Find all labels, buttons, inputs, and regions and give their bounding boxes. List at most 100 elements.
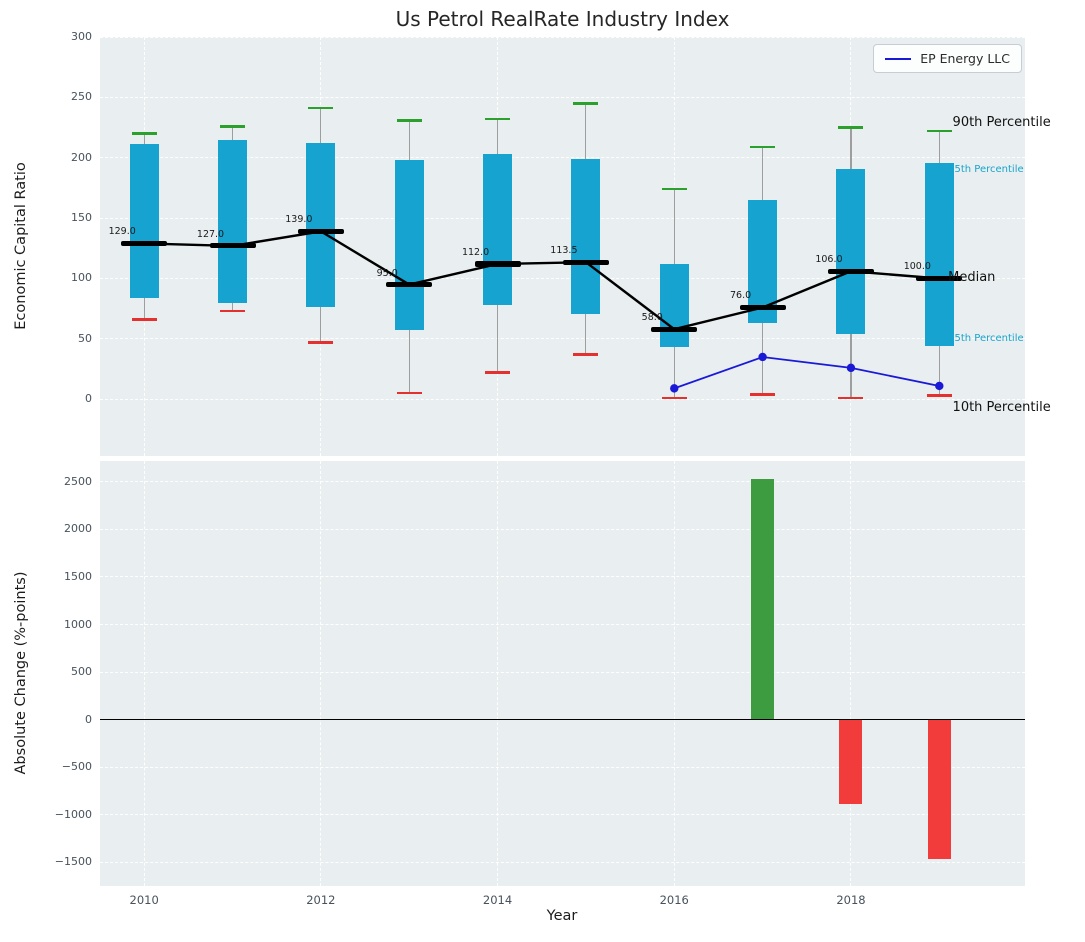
box-iqr	[571, 158, 601, 314]
median-value-label: 139.0	[285, 214, 313, 226]
y-tick-label: −1500	[54, 855, 92, 869]
median-tick	[386, 281, 433, 288]
y-tick-label: −1000	[54, 807, 92, 821]
chart-title: Us Petrol RealRate Industry Index	[395, 7, 730, 31]
gridline	[100, 624, 1025, 626]
gridline	[100, 671, 1025, 673]
cap-90th-percentile	[485, 117, 511, 121]
bottom-plot-area	[100, 461, 1025, 886]
top-y-axis-label: Economic Capital Ratio	[13, 162, 29, 330]
median-tick	[739, 304, 786, 311]
gridline	[143, 461, 145, 886]
annotation-median: Median	[948, 270, 996, 286]
gridline	[100, 217, 1025, 219]
gridline	[673, 461, 675, 886]
legend: EP Energy LLC	[873, 44, 1022, 73]
median-value-label: 76.0	[730, 290, 752, 302]
annotation-90th-percentile: 90th Percentile	[952, 114, 1051, 130]
y-tick-label: 100	[71, 271, 92, 285]
median-tick	[562, 259, 609, 265]
cap-10th-percentile	[661, 396, 687, 400]
x-tick-label: 2016	[659, 893, 689, 907]
cap-90th-percentile	[838, 126, 864, 129]
cap-10th-percentile	[573, 353, 599, 356]
box-iqr	[836, 168, 866, 335]
x-tick-label: 2010	[129, 893, 159, 907]
change-bar-negative	[927, 719, 951, 860]
x-axis-label: Year	[546, 908, 578, 924]
legend-label: EP Energy LLC	[920, 51, 1010, 66]
box-iqr	[218, 139, 248, 303]
cap-10th-percentile	[396, 391, 422, 395]
median-value-label: 127.0	[196, 228, 225, 240]
median-value-label: 129.0	[108, 226, 136, 238]
cap-10th-percentile	[838, 396, 864, 400]
cap-90th-percentile	[573, 102, 599, 105]
y-tick-label: 2000	[64, 522, 92, 536]
gridline	[100, 528, 1025, 530]
gridline	[100, 398, 1025, 400]
median-tick	[827, 268, 874, 274]
gridline	[100, 861, 1025, 863]
cap-90th-percentile	[220, 125, 246, 128]
median-value-label: 58.0	[641, 312, 663, 324]
x-tick-label: 2014	[482, 893, 513, 907]
y-tick-label: −500	[61, 760, 92, 774]
change-bar-negative	[839, 719, 863, 805]
y-tick-label: 500	[71, 665, 92, 679]
x-tick-label: 2018	[836, 893, 866, 907]
cap-90th-percentile	[750, 145, 776, 149]
median-tick	[209, 243, 256, 249]
median-tick	[916, 275, 963, 282]
y-tick-label: 150	[71, 211, 92, 225]
median-value-label: 100.0	[903, 261, 931, 273]
gridline	[100, 36, 1025, 38]
cap-10th-percentile	[750, 393, 776, 396]
median-tick	[474, 261, 521, 267]
legend-line-sample-icon	[885, 57, 912, 60]
gridline	[100, 157, 1025, 159]
box-iqr	[924, 162, 954, 347]
y-tick-label: 2500	[64, 474, 92, 488]
gridline	[100, 481, 1025, 483]
cap-10th-percentile	[485, 371, 511, 374]
gridline	[100, 766, 1025, 768]
cap-10th-percentile	[926, 394, 952, 397]
box-iqr	[394, 160, 424, 331]
y-tick-label: 1000	[64, 617, 92, 631]
gridline	[100, 576, 1025, 578]
y-tick-label: 0	[85, 392, 92, 406]
y-tick-label: 250	[71, 90, 92, 104]
gridline	[100, 96, 1025, 98]
gridline	[100, 814, 1025, 816]
box-iqr	[129, 144, 159, 298]
y-tick-label: 50	[78, 331, 92, 345]
x-tick-label: 2012	[306, 893, 336, 907]
box-iqr	[659, 264, 689, 348]
cap-10th-percentile	[131, 318, 157, 321]
cap-90th-percentile	[308, 106, 334, 110]
y-tick-label: 300	[71, 30, 92, 43]
cap-10th-percentile	[308, 341, 334, 344]
gridline	[850, 461, 852, 886]
gridline	[497, 461, 499, 886]
annotation-75th-percentile: 75th Percentile	[948, 163, 1024, 175]
annotation-25th-percentile: 25th Percentile	[948, 332, 1024, 344]
median-value-label: 112.0	[461, 247, 490, 258]
y-tick-label: 200	[71, 150, 92, 164]
bottom-y-axis-label: Absolute Change (%-points)	[13, 571, 29, 775]
gridline	[100, 338, 1025, 340]
cap-90th-percentile	[926, 129, 952, 133]
median-tick	[121, 240, 168, 247]
y-tick-label: 0	[85, 712, 92, 726]
median-tick	[651, 326, 698, 332]
gridline	[320, 461, 322, 886]
median-value-label: 95.0	[376, 267, 398, 279]
cap-90th-percentile	[396, 119, 422, 122]
annotation-10th-percentile: 10th Percentile	[952, 399, 1051, 415]
cap-90th-percentile	[131, 132, 157, 135]
y-tick-label: 1500	[64, 569, 92, 583]
box-iqr	[483, 154, 513, 306]
change-bar-positive	[751, 479, 775, 720]
